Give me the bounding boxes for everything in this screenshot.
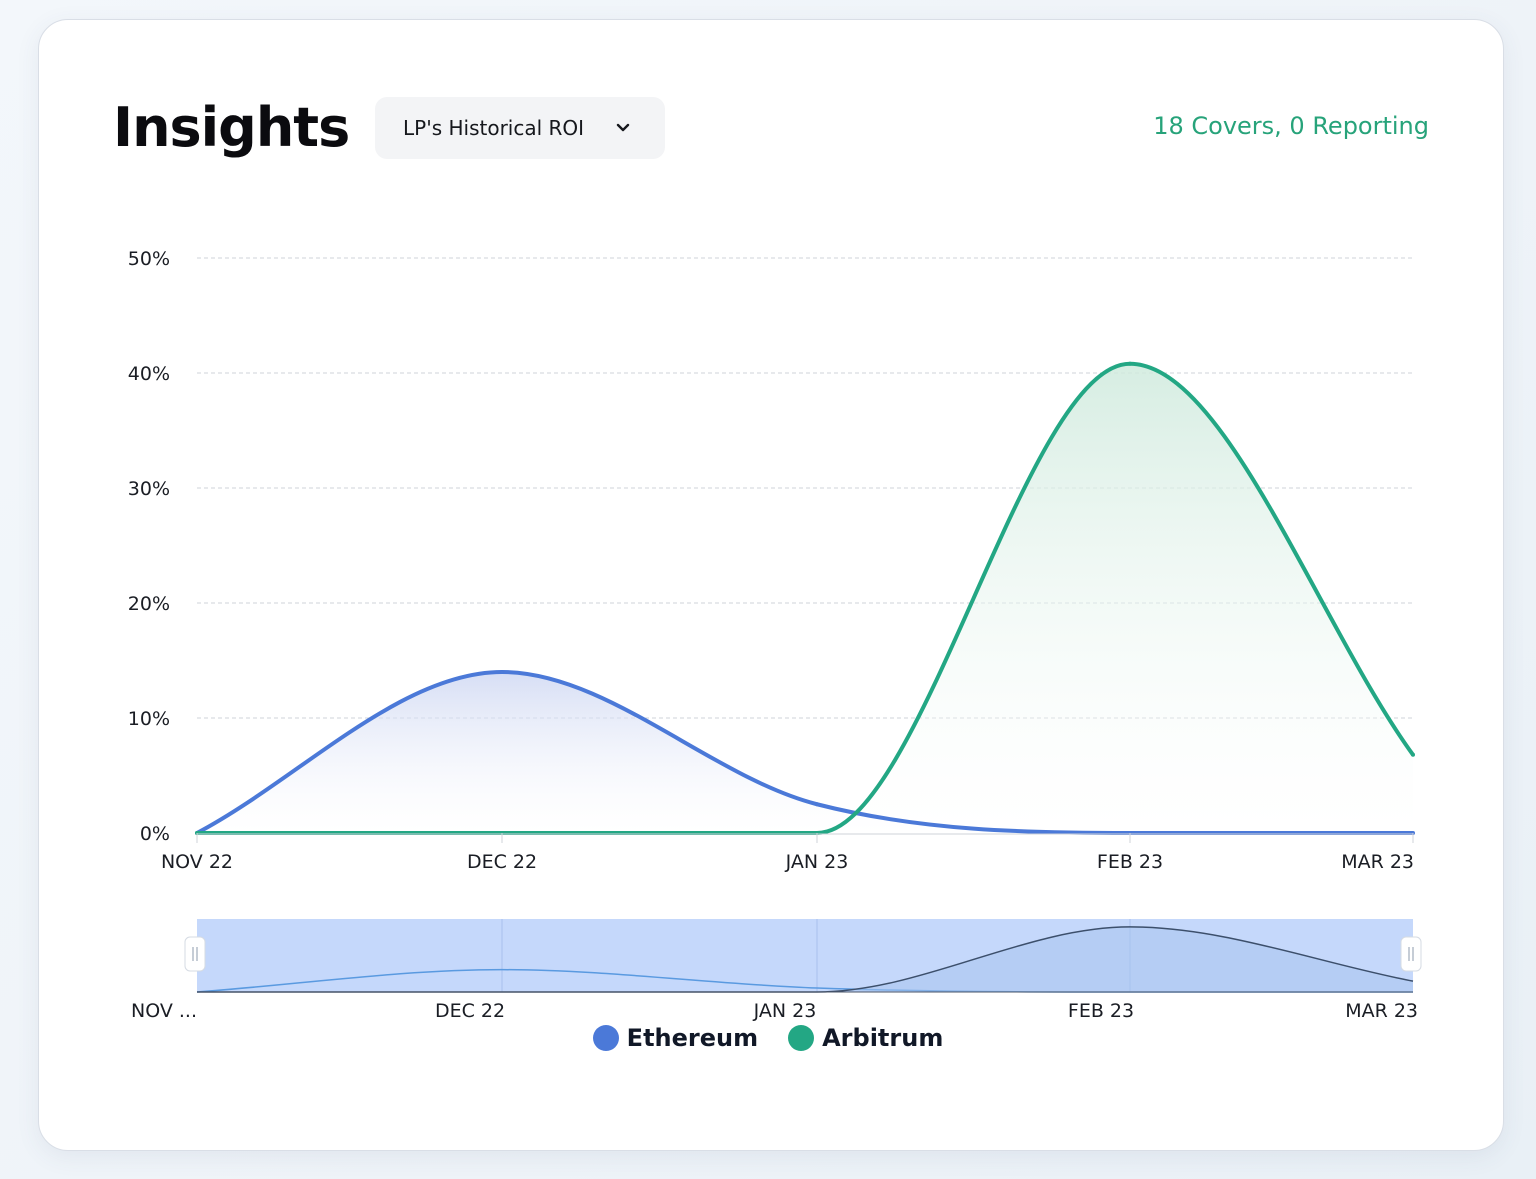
series-area-ethereum: [197, 672, 1413, 833]
data-point-ethereum[interactable]: [500, 670, 504, 674]
page-title: Insights: [113, 96, 350, 159]
data-point-ethereum[interactable]: [815, 802, 819, 807]
navigator-label: MAR 23: [1345, 1000, 1418, 1022]
legend-label-arbitrum: Arbitrum: [822, 1024, 944, 1052]
metric-dropdown[interactable]: LP's Historical ROI: [375, 97, 665, 159]
y-tick-label: 20%: [128, 593, 170, 615]
navigator-right-handle[interactable]: [1400, 936, 1422, 972]
y-tick-label: 10%: [128, 708, 170, 730]
x-tick-label: NOV 22: [161, 851, 233, 873]
covers-status: 18 Covers, 0 Reporting: [1153, 112, 1429, 140]
series-line-arbitrum: [196, 361, 1415, 836]
navigator-left-handle[interactable]: [184, 936, 206, 972]
y-tick-label: 30%: [128, 478, 170, 500]
data-point-arbitrum[interactable]: [1411, 752, 1415, 757]
metric-dropdown-label: LP's Historical ROI: [403, 116, 585, 140]
navigator-label: FEB 23: [1068, 1000, 1134, 1022]
navigator-area-arbitrum: [197, 926, 1413, 992]
ethereum-dot-icon: [592, 1025, 619, 1051]
navigator-label: NOV ...: [131, 1000, 197, 1022]
y-tick-label: 0%: [140, 823, 170, 845]
navigator-label: DEC 22: [435, 1000, 505, 1022]
x-tick-label: MAR 23: [1341, 851, 1414, 873]
legend-item-ethereum[interactable]: Ethereum: [592, 1024, 759, 1052]
legend-label-ethereum: Ethereum: [626, 1024, 759, 1052]
y-tick-label: 40%: [128, 363, 170, 385]
legend-item-arbitrum[interactable]: Arbitrum: [788, 1024, 943, 1052]
y-tick-label: 50%: [128, 248, 170, 270]
x-tick-label: DEC 22: [467, 851, 537, 873]
x-tick-label: JAN 23: [785, 851, 849, 873]
series-line-ethereum: [196, 670, 1413, 836]
chevron-down-icon: [616, 123, 630, 132]
data-point-arbitrum[interactable]: [1128, 361, 1132, 366]
x-tick-label: FEB 23: [1097, 851, 1163, 873]
navigator-label: JAN 23: [753, 1000, 817, 1022]
series-area-arbitrum: [197, 363, 1413, 833]
legend: Ethereum Arbitrum: [0, 1024, 1536, 1052]
arbitrum-dot-icon: [788, 1025, 815, 1051]
